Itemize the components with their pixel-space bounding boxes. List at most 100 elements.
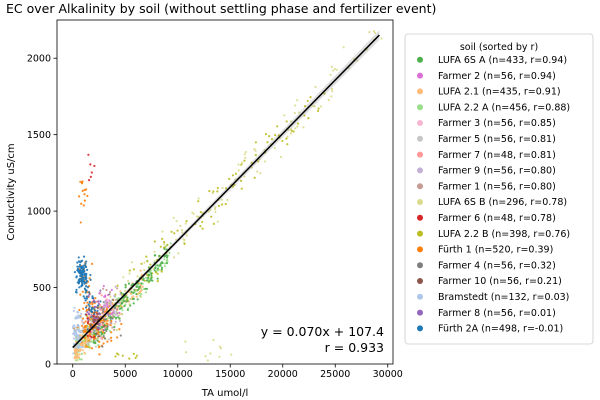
scatter-point <box>83 272 86 276</box>
regression-r-value: r = 0.933 <box>325 340 384 355</box>
scatter-point <box>84 320 87 323</box>
scatter-point <box>106 306 110 309</box>
scatter-point <box>98 292 101 295</box>
scatter-point <box>85 277 88 280</box>
scatter-point <box>102 335 105 338</box>
scatter-point <box>142 278 145 282</box>
scatter-point <box>277 134 280 137</box>
scatter-point <box>141 285 144 288</box>
scatter-point <box>132 291 135 294</box>
scatter-point <box>165 248 168 251</box>
scatter-point <box>214 206 217 209</box>
scatter-point <box>84 299 87 302</box>
legend-entry-label: Farmer 7 (n=48, r=0.81) <box>438 150 556 161</box>
scatter-point <box>116 287 119 290</box>
scatter-point <box>121 354 124 357</box>
scatter-point <box>140 293 143 296</box>
legend-entry-label: Farmer 10 (n=56, r=0.21) <box>438 276 562 287</box>
scatter-point <box>170 230 173 233</box>
scatter-point <box>106 317 110 320</box>
scatter-point <box>120 302 123 305</box>
scatter-point <box>92 320 95 323</box>
scatter-point <box>285 137 288 140</box>
scatter-point <box>118 311 121 314</box>
x-axis-ticks: 0 5000 10000 15000 20000 25000 30000 <box>70 364 403 380</box>
legend-entry-label: LUFA 6S B (n=296, r=0.78) <box>438 197 567 208</box>
scatter-point <box>122 299 125 302</box>
scatter-point <box>84 265 88 269</box>
scatter-point <box>159 264 162 267</box>
scatter-point <box>132 295 135 298</box>
scatter-point <box>128 272 131 275</box>
y-tick-label: 1000 <box>27 207 51 218</box>
scatter-point <box>115 310 118 313</box>
scatter-point <box>116 307 119 311</box>
scatter-point <box>81 345 85 349</box>
scatter-point <box>244 156 247 160</box>
scatter-point <box>135 354 139 357</box>
scatter-point <box>78 263 82 267</box>
scatter-point <box>239 179 243 182</box>
scatter-point <box>290 129 293 132</box>
legend-marker <box>417 325 423 332</box>
scatter-point <box>292 130 295 133</box>
scatter-point <box>160 266 164 269</box>
scatter-point <box>89 314 92 317</box>
y-tick-label: 1500 <box>27 130 51 141</box>
scatter-point <box>162 240 166 244</box>
scatter-point <box>250 166 254 169</box>
scatter-point <box>283 114 286 117</box>
scatter-point <box>76 261 79 264</box>
scatter-point <box>82 331 86 334</box>
scatter-point <box>80 274 83 277</box>
scatter-point <box>132 268 136 271</box>
scatter-point <box>135 292 138 296</box>
scatter-point <box>273 146 276 149</box>
scatter-point <box>212 338 215 342</box>
scatter-point <box>90 320 93 323</box>
scatter-point <box>76 269 79 272</box>
scatter-point <box>103 305 106 309</box>
scatter-point <box>78 358 81 361</box>
scatter-point <box>177 252 180 255</box>
scatter-point <box>335 68 338 71</box>
scatter-point <box>110 321 113 325</box>
scatter-point <box>114 320 117 323</box>
scatter-point <box>78 344 81 347</box>
scatter-point <box>289 120 293 123</box>
legend-marker <box>417 183 423 190</box>
legend-marker <box>417 262 423 269</box>
scatter-point <box>209 352 212 355</box>
scatter-point <box>75 275 78 278</box>
scatter-point <box>86 321 89 325</box>
scatter-point <box>80 352 83 355</box>
scatter-point <box>103 309 107 312</box>
scatter-point <box>82 344 85 347</box>
scatter-point <box>87 303 90 306</box>
legend-marker <box>417 214 423 221</box>
scatter-point <box>90 306 93 309</box>
scatter-point <box>163 247 166 250</box>
scatter-point <box>93 328 97 331</box>
scatter-point <box>80 181 84 184</box>
scatter-point <box>100 308 103 312</box>
scatter-point <box>81 266 84 270</box>
scatter-point <box>97 302 100 305</box>
scatter-point <box>76 324 79 327</box>
scatter-point <box>81 349 84 352</box>
scatter-point <box>135 295 138 298</box>
scatter-point <box>231 185 235 188</box>
scatter-point <box>230 353 233 356</box>
scatter-point <box>81 283 84 287</box>
scatter-point <box>86 328 89 331</box>
scatter-point <box>80 324 84 327</box>
scatter-point <box>98 322 101 326</box>
scatter-point <box>184 222 187 225</box>
scatter-point <box>101 321 104 325</box>
scatter-point <box>130 284 133 287</box>
scatter-point <box>104 303 107 306</box>
scatter-point <box>221 186 224 190</box>
scatter-point <box>94 345 97 348</box>
scatter-point <box>94 305 97 309</box>
scatter-point <box>72 337 75 340</box>
